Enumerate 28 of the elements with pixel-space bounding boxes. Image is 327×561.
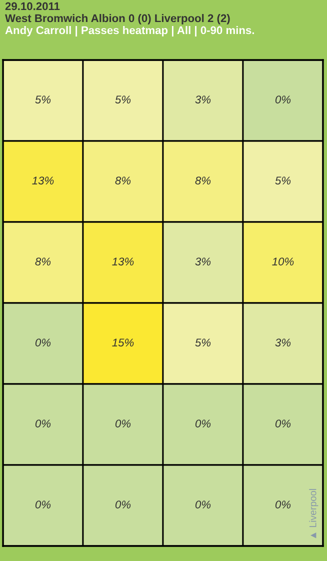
data-label: 15%	[112, 338, 134, 346]
data-label: 13%	[112, 258, 134, 266]
data-label: 8%	[115, 176, 131, 184]
data-label: 0%	[35, 420, 51, 428]
data-label: 0%	[275, 420, 291, 428]
data-label: 3%	[275, 338, 291, 346]
data-label: 8%	[35, 258, 51, 266]
data-label: 0%	[195, 500, 211, 508]
data-label: 5%	[195, 338, 211, 346]
chart-title: 29.10.2011	[5, 2, 60, 10]
data-label: 0%	[275, 500, 291, 508]
data-label: 5%	[35, 96, 51, 104]
data-label: 0%	[35, 500, 51, 508]
data-label: 0%	[35, 338, 51, 346]
data-label: 13%	[32, 176, 54, 184]
annotation: ▲ Liverpool	[309, 489, 318, 538]
data-label: 3%	[195, 258, 211, 266]
data-label: 0%	[115, 500, 131, 508]
data-label: 8%	[195, 176, 211, 184]
data-label: 0%	[275, 96, 291, 104]
data-label: 5%	[275, 176, 291, 184]
data-label: 0%	[115, 420, 131, 428]
data-label: 3%	[195, 96, 211, 104]
data-label: 5%	[115, 96, 131, 104]
text: Andy Carroll | Passes heatmap | All | 0-90 mins.	[5, 26, 254, 37]
data-label: 0%	[195, 420, 211, 428]
data-label: 10%	[272, 258, 294, 266]
chart-subtitle: West Bromwich Albion 0 (0) Liverpool 2 (2)	[5, 14, 230, 24]
